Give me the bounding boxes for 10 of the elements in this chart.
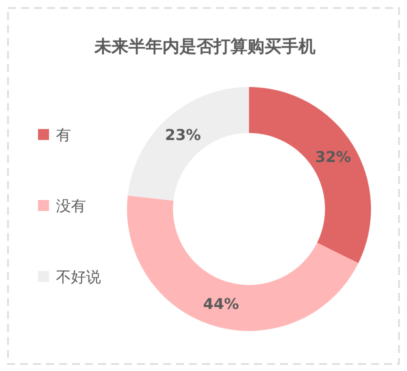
donut-slice (127, 195, 358, 331)
data-label: 44% (203, 294, 240, 313)
data-label: 32% (315, 148, 352, 166)
donut-slice (128, 87, 249, 201)
legend-label: 有 (56, 126, 71, 144)
legend-label: 没有 (56, 197, 86, 215)
data-label: 23% (165, 126, 201, 144)
legend-label: 不好说 (56, 268, 101, 286)
chart-title: 未来半年内是否打算购买手机 (94, 37, 316, 57)
donut-slice (249, 87, 371, 264)
